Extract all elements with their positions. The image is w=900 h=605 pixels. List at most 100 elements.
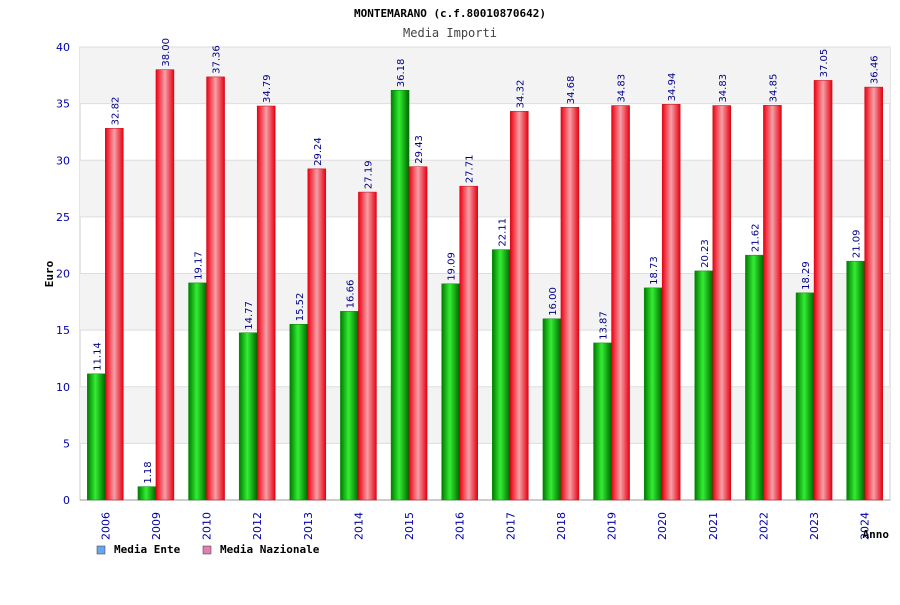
x-tick-label-2016: 2016	[454, 512, 467, 540]
bar-media-ente-2017	[492, 249, 511, 501]
value-label-media-nazionale-2009: 38.00	[161, 38, 172, 67]
value-label-media-ente-2009: 1.18	[143, 461, 154, 483]
value-label-media-nazionale-2015: 29.43	[414, 135, 425, 164]
bar-media-ente-2016	[441, 283, 460, 501]
x-tick-label-2023: 2023	[808, 512, 821, 540]
value-label-media-nazionale-2023: 37.05	[819, 49, 830, 78]
x-tick-label-2013: 2013	[302, 512, 315, 540]
value-label-media-nazionale-2012: 34.79	[262, 74, 273, 103]
y-tick-label: 20	[56, 268, 70, 281]
value-label-media-ente-2019: 13.87	[599, 311, 610, 340]
bar-media-nazionale-2006	[105, 128, 124, 501]
value-label-media-nazionale-2010: 37.36	[212, 45, 223, 74]
bar-media-ente-2022	[745, 254, 764, 501]
x-axis-label: Anno	[863, 528, 890, 541]
bar-media-nazionale-2021	[712, 105, 732, 501]
value-labels: 11.14 32.82 1.18 38.00 19.17 37.36 14.77 34.79 1…	[92, 38, 880, 484]
bar-media-nazionale-2010	[206, 76, 225, 501]
bar-media-nazionale-2016	[459, 185, 478, 501]
value-label-media-nazionale-2024: 36.46	[870, 55, 881, 84]
y-tick-label: 5	[63, 437, 70, 450]
bar-media-nazionale-2013	[307, 168, 327, 501]
x-tick-label-2021: 2021	[707, 512, 720, 540]
y-tick-label: 15	[56, 324, 70, 337]
bar-media-ente-2014	[340, 311, 359, 501]
y-tick-label: 10	[56, 381, 70, 394]
bar-media-ente-2006	[87, 373, 106, 501]
x-tick-label-2009: 2009	[150, 512, 163, 540]
value-label-media-nazionale-2017: 34.32	[515, 80, 526, 109]
value-label-media-nazionale-2019: 34.83	[617, 74, 628, 103]
y-tick-label: 35	[56, 98, 70, 111]
y-axis-label: Euro	[43, 260, 56, 287]
y-tick-label: 25	[56, 211, 70, 224]
bar-media-ente-2019	[593, 342, 612, 501]
value-label-media-nazionale-2013: 29.24	[313, 137, 324, 166]
bar-media-ente-2018	[542, 318, 562, 501]
value-label-media-ente-2010: 19.17	[194, 251, 205, 280]
y-tick-label: 0	[63, 494, 70, 507]
bar-media-ente-2010	[188, 282, 207, 501]
bar-media-ente-2012	[238, 332, 258, 501]
y-tick-label: 40	[56, 41, 70, 54]
bar-media-nazionale-2020	[661, 104, 681, 501]
value-label-media-ente-2017: 22.11	[497, 218, 508, 247]
chart-title: MONTEMARANO (c.f.80010870642)	[354, 7, 546, 20]
x-tick-label-2006: 2006	[99, 512, 112, 540]
x-tick-label-2019: 2019	[606, 512, 619, 540]
value-label-media-ente-2022: 21.62	[750, 224, 761, 253]
value-label-media-ente-2020: 18.73	[649, 256, 660, 285]
value-label-media-ente-2012: 14.77	[244, 301, 255, 330]
value-label-media-nazionale-2016: 27.71	[465, 155, 476, 184]
bar-media-nazionale-2022	[763, 105, 782, 501]
value-label-media-nazionale-2020: 34.94	[667, 73, 678, 102]
x-tick-label-2017: 2017	[504, 512, 517, 540]
x-tick-label-2024: 2024	[859, 512, 872, 540]
legend-label-media-ente: Media Ente	[114, 543, 181, 556]
value-label-media-ente-2015: 36.18	[396, 59, 407, 88]
value-label-media-nazionale-2014: 27.19	[363, 160, 374, 189]
x-tick-label-2012: 2012	[251, 512, 264, 540]
value-label-media-nazionale-2006: 32.82	[110, 97, 121, 126]
x-tick-label-2010: 2010	[201, 512, 214, 540]
value-label-media-nazionale-2018: 34.68	[566, 76, 577, 105]
bar-media-nazionale-2024	[864, 86, 883, 501]
bar-media-nazionale-2019	[611, 105, 630, 501]
bar-media-ente-2020	[643, 287, 663, 501]
x-tick-label-2022: 2022	[757, 512, 770, 540]
bar-media-nazionale-2023	[813, 80, 833, 501]
value-label-media-ente-2024: 21.09	[852, 230, 863, 259]
value-label-media-ente-2013: 15.52	[295, 293, 306, 322]
bar-media-nazionale-2012	[256, 105, 276, 501]
bar-media-ente-2024	[846, 260, 865, 501]
bar-media-nazionale-2009	[155, 69, 175, 501]
legend: Media Ente Media Nazionale	[96, 543, 320, 556]
legend-swatch-media-nazionale	[202, 545, 212, 555]
bar-media-nazionale-2014	[358, 191, 377, 501]
chart-subtitle: Media Importi	[403, 26, 497, 40]
x-tick-label-2014: 2014	[352, 512, 365, 540]
bar-media-ente-2023	[795, 292, 815, 501]
legend-label-media-nazionale: Media Nazionale	[220, 543, 320, 556]
bar-media-nazionale-2015	[408, 166, 428, 501]
value-label-media-ente-2023: 18.29	[801, 261, 812, 290]
bar-media-ente-2021	[694, 270, 714, 501]
x-tick-label-2015: 2015	[403, 512, 416, 540]
x-tick-label-2020: 2020	[656, 512, 669, 540]
bar-media-nazionale-2018	[560, 106, 580, 501]
x-axis-ticks: 2006 2009 2010 2012 2013 2014 2015 2016 2017 2018…	[99, 512, 871, 540]
value-label-media-nazionale-2021: 34.83	[718, 74, 729, 103]
legend-swatch-media-ente	[96, 545, 106, 555]
x-tick-label-2018: 2018	[555, 512, 568, 540]
bar-media-ente-2009	[137, 486, 157, 501]
value-label-media-ente-2014: 16.66	[345, 280, 356, 309]
value-label-media-nazionale-2022: 34.85	[768, 74, 779, 103]
value-label-media-ente-2021: 20.23	[700, 239, 711, 268]
y-axis-ticks: 0 5 10 15 20 25 30 35 40	[56, 41, 70, 507]
value-label-media-ente-2018: 16.00	[548, 287, 559, 316]
bar-media-nazionale-2017	[510, 111, 529, 501]
y-tick-label: 30	[56, 154, 70, 167]
value-label-media-ente-2016: 19.09	[447, 252, 458, 281]
